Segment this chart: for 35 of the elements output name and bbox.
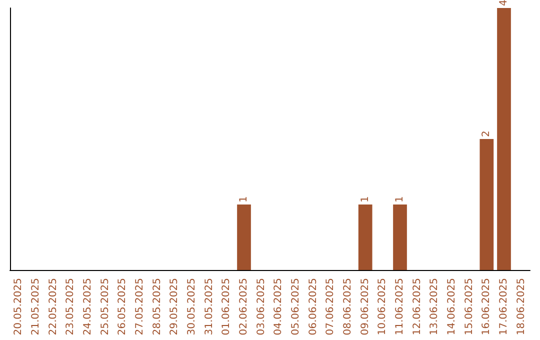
x-tick-label: 01.06.2025 <box>221 278 232 336</box>
x-tick-label: 07.06.2025 <box>325 278 336 336</box>
x-tick-label: 23.05.2025 <box>65 278 76 336</box>
x-tick-label: 24.05.2025 <box>82 278 94 336</box>
x-tick-label: 12.06.2025 <box>412 278 423 336</box>
x-tick-label: 31.05.2025 <box>204 278 215 336</box>
x-tick-label: 09.06.2025 <box>360 278 371 336</box>
x-tick-label: 16.06.2025 <box>481 278 492 336</box>
x-tick-label: 03.06.2025 <box>256 278 267 336</box>
data-label: 1 <box>394 196 406 202</box>
x-tick-label: 11.06.2025 <box>394 278 406 336</box>
data-label: 1 <box>238 196 250 202</box>
x-tick-label: 17.06.2025 <box>498 278 510 336</box>
x-tick-label: 18.06.2025 <box>516 278 527 336</box>
data-label: 1 <box>360 196 371 202</box>
x-tick-label: 13.06.2025 <box>429 278 440 336</box>
x-tick-label: 02.06.2025 <box>238 278 250 336</box>
x-tick-label: 22.05.2025 <box>48 278 59 336</box>
x-tick-label: 29.05.2025 <box>169 278 180 336</box>
x-tick-label: 10.06.2025 <box>377 278 388 336</box>
x-tick-label: 26.05.2025 <box>117 278 128 336</box>
x-tick-label: 05.06.2025 <box>290 278 302 336</box>
x-tick-label: 25.05.2025 <box>100 278 111 336</box>
x-tick-label: 20.05.2025 <box>13 278 24 336</box>
x-tick-label: 06.06.2025 <box>308 278 319 336</box>
x-tick-label: 08.06.2025 <box>342 278 354 336</box>
data-label: 4 <box>498 0 510 6</box>
x-tick-label: 30.05.2025 <box>186 278 198 336</box>
x-tick-label: 15.06.2025 <box>464 278 475 336</box>
data-label: 2 <box>481 130 492 137</box>
x-tick-label: 21.05.2025 <box>30 278 42 336</box>
x-tick-label: 14.06.2025 <box>446 278 458 336</box>
x-tick-label: 27.05.2025 <box>134 278 146 336</box>
x-tick-label: 28.05.2025 <box>152 278 163 336</box>
x-tick-label: 04.06.2025 <box>273 278 284 336</box>
